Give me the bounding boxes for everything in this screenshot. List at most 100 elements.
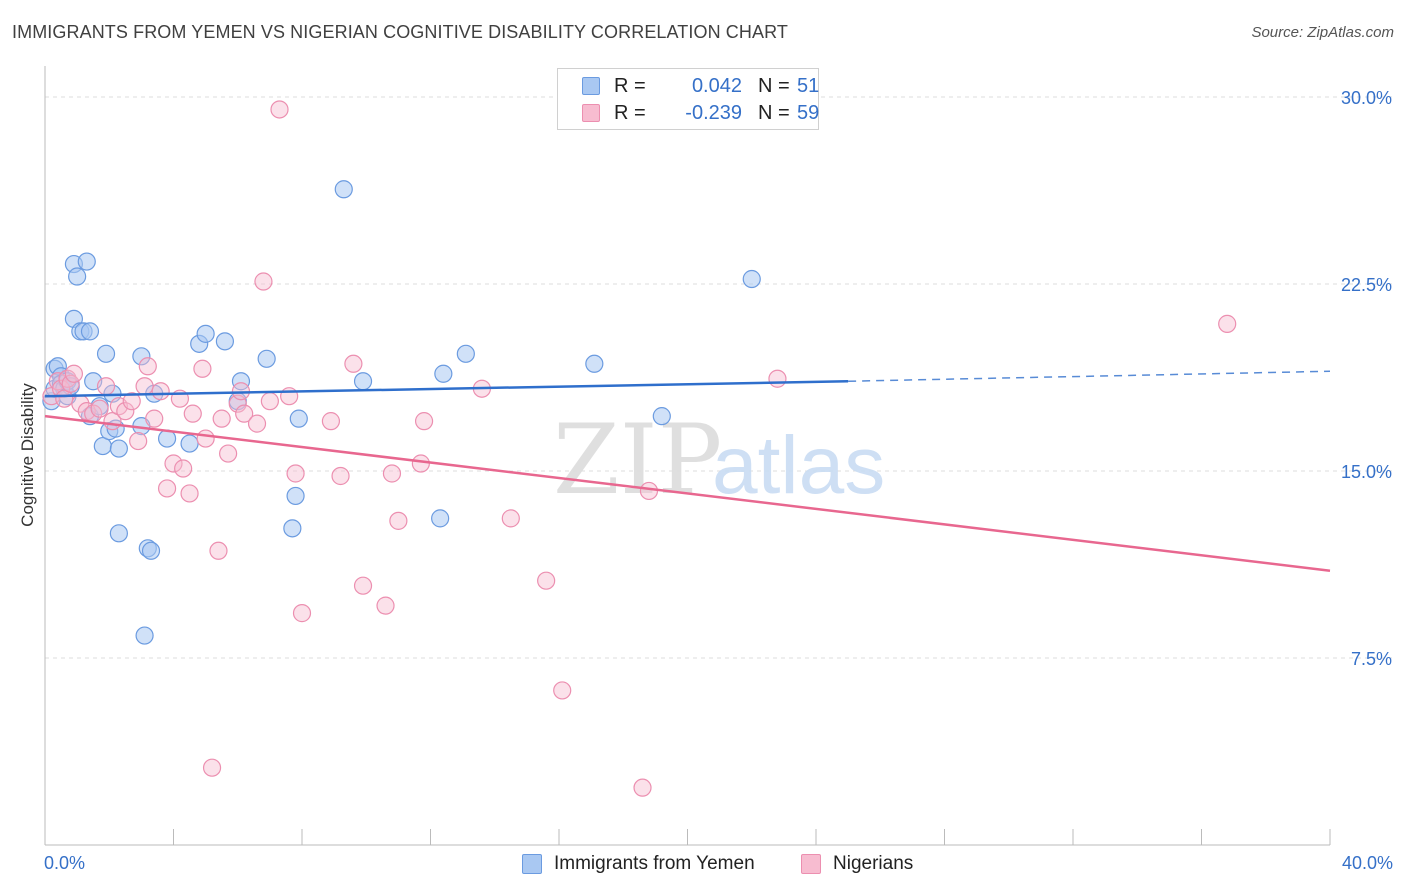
nigerian-point xyxy=(344,354,363,373)
yemen-point xyxy=(456,344,475,363)
x-tick-label: 0.0% xyxy=(44,853,85,873)
watermark-atlas: atlas xyxy=(712,420,885,511)
yemen-point xyxy=(286,486,305,506)
bottom-legend-swatch-yemen xyxy=(522,854,542,874)
yemen-point xyxy=(652,407,671,426)
y-tick-label: 22.5% xyxy=(1341,275,1392,295)
nigerian-point xyxy=(90,399,109,418)
gridlines xyxy=(45,96,1392,659)
nigerian-point xyxy=(280,387,299,406)
yemen-point xyxy=(96,344,116,363)
yemen-points xyxy=(42,180,761,645)
nigerian-point xyxy=(61,374,80,393)
watermark-zip: ZIP xyxy=(553,404,722,516)
yemen-point xyxy=(585,354,604,373)
yemen-point xyxy=(132,347,151,366)
legend-r-value-yemen: 0.042 xyxy=(691,75,742,97)
legend-r-value-nigerian: -0.239 xyxy=(685,102,742,124)
yemen-point xyxy=(742,269,761,289)
nigerian-point xyxy=(209,541,228,560)
yemen-point xyxy=(257,349,276,368)
yemen-trend-extension xyxy=(848,370,1331,382)
yemen-point xyxy=(135,626,154,645)
yemen-point xyxy=(68,267,87,286)
nigerian-point xyxy=(292,604,312,623)
nigerian-point xyxy=(331,466,350,486)
yemen-point xyxy=(283,519,302,538)
nigerian-point xyxy=(376,596,395,615)
nigerian-point xyxy=(202,758,222,777)
bottom-legend-swatch-nigerian xyxy=(801,854,821,874)
nigerian-point xyxy=(270,100,289,119)
nigerian-point xyxy=(553,681,572,700)
yemen-point xyxy=(431,509,450,528)
nigerian-point xyxy=(411,454,430,473)
nigerian-point xyxy=(193,359,212,378)
axes xyxy=(44,66,1331,846)
nigerian-point xyxy=(122,392,141,411)
legend-n-value-nigerian: 59 xyxy=(797,102,820,124)
nigerian-point xyxy=(196,429,215,448)
yemen-point xyxy=(77,252,96,271)
nigerian-point xyxy=(254,272,273,291)
yemen-trend-line xyxy=(44,379,849,398)
nigerian-point xyxy=(64,364,84,383)
nigerian-point xyxy=(138,357,157,376)
nigerian-point xyxy=(164,454,183,473)
legend-r-label: R = xyxy=(614,75,646,97)
yemen-point xyxy=(180,434,199,453)
legend-r-label: R = xyxy=(614,102,646,124)
nigerian-point xyxy=(537,571,556,590)
yemen-point xyxy=(80,322,100,341)
yemen-point xyxy=(289,409,308,428)
yemen-point xyxy=(196,324,215,343)
nigerian-point xyxy=(129,431,148,451)
nigerian-point xyxy=(286,464,305,483)
nigerian-point xyxy=(247,414,267,433)
nigerian-point xyxy=(183,404,202,423)
legend-swatch-nigerian xyxy=(582,104,600,122)
nigerian-point xyxy=(633,778,652,797)
yemen-point xyxy=(141,541,161,560)
nigerian-trend-line xyxy=(44,414,1331,572)
legend-box: R = 0.042 N = 51 R = -0.239 N = 59 xyxy=(557,68,819,130)
nigerian-point xyxy=(157,479,177,498)
nigerian-point xyxy=(768,369,787,388)
legend-n-value-yemen: 51 xyxy=(797,75,820,97)
nigerian-point xyxy=(174,459,193,478)
nigerian-point xyxy=(235,404,254,423)
nigerian-point xyxy=(353,576,373,595)
yemen-point xyxy=(231,372,251,391)
nigerian-point xyxy=(389,511,408,530)
nigerian-point xyxy=(260,392,279,411)
nigerian-point xyxy=(414,412,434,431)
nigerian-point xyxy=(180,484,199,503)
nigerian-point xyxy=(151,382,170,401)
yemen-point xyxy=(353,372,373,391)
watermark: ZIP atlas xyxy=(553,404,885,516)
y-tick-label: 7.5% xyxy=(1351,649,1392,669)
bottom-legend-label-nigerian: Nigerians xyxy=(833,853,914,874)
y-tick-label: 30.0% xyxy=(1341,88,1392,108)
nigerian-point xyxy=(135,377,154,396)
nigerian-point xyxy=(219,444,238,463)
bottom-legend-label-yemen: Immigrants from Yemen xyxy=(554,853,755,874)
legend-swatch-yemen xyxy=(582,77,600,95)
nigerian-point xyxy=(1218,314,1237,333)
nigerian-point xyxy=(321,412,341,431)
yemen-point xyxy=(215,332,234,351)
nigerian-point xyxy=(116,402,135,421)
source-label: Source: ZipAtlas.com xyxy=(1251,24,1394,41)
yemen-point xyxy=(109,524,128,543)
x-tick-label: 40.0% xyxy=(1342,853,1393,873)
y-tick-label: 15.0% xyxy=(1341,462,1392,482)
yemen-point xyxy=(109,439,128,458)
nigerian-point xyxy=(501,509,520,528)
legend-n-label: N = xyxy=(758,102,790,124)
tick-labels: 7.5% 15.0% 22.5% 30.0% 0.0% 40.0% xyxy=(44,88,1393,873)
nigerian-point xyxy=(212,409,231,428)
trend-lines xyxy=(44,370,1331,572)
nigerian-point xyxy=(96,377,116,396)
legend-n-label: N = xyxy=(758,75,790,97)
